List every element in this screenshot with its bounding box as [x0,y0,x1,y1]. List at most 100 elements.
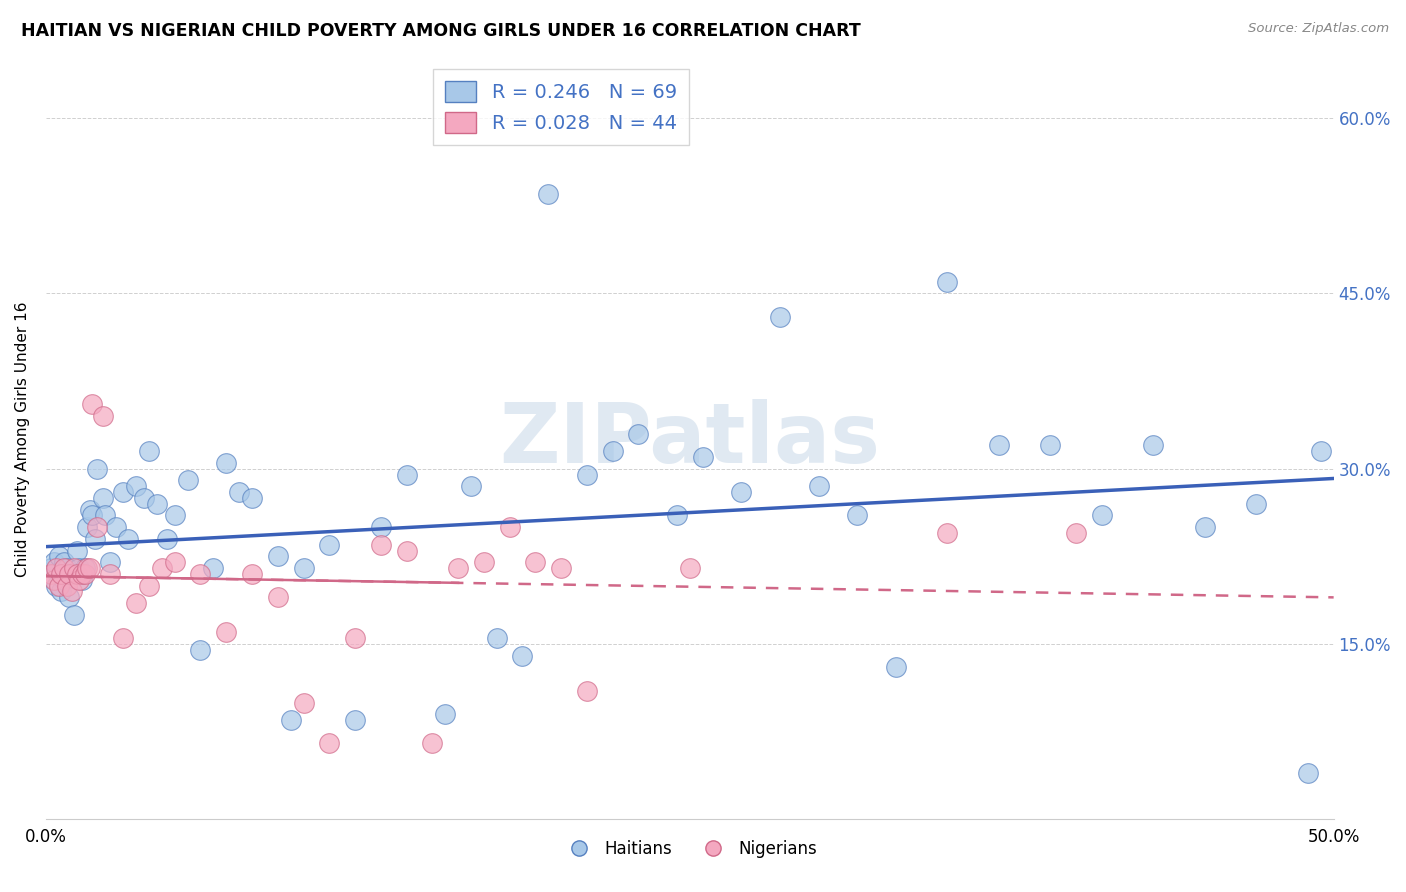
Point [472,555,495,569]
Point [267,591,290,605]
Point [460,479,482,493]
Point [53,555,76,569]
Point [240,566,263,581]
Point [73,561,96,575]
Point [70,566,93,581]
Point [485,632,508,646]
Point [936,275,959,289]
Point [73,566,96,581]
Point [45,579,67,593]
Point [138,579,160,593]
Point [91,491,114,505]
Point [512,648,534,663]
Point [395,467,418,482]
Point [48,549,70,564]
Point [1091,508,1114,523]
Point [42,555,65,569]
Point [665,508,688,523]
Point [730,485,752,500]
Point [82,397,104,411]
Text: ZIPatlas: ZIPatlas [499,399,880,480]
Point [76,561,98,575]
Point [104,520,127,534]
Point [79,502,101,516]
Point [60,566,83,581]
Point [190,566,212,581]
Point [1064,526,1087,541]
Point [91,409,114,424]
Point [1296,765,1319,780]
Point [1039,438,1062,452]
Text: HAITIAN VS NIGERIAN CHILD POVERTY AMONG GIRLS UNDER 16 CORRELATION CHART: HAITIAN VS NIGERIAN CHILD POVERTY AMONG … [21,22,860,40]
Point [60,584,83,599]
Point [163,555,186,569]
Point [498,520,520,534]
Point [537,187,560,202]
Point [343,632,366,646]
Point [228,485,250,500]
Point [112,485,135,500]
Point [39,561,62,575]
Point [846,508,869,523]
Point [936,526,959,541]
Point [145,497,167,511]
Point [76,520,98,534]
Point [125,596,148,610]
Point [112,632,135,646]
Point [55,579,77,593]
Point [447,561,470,575]
Point [98,555,121,569]
Point [807,479,830,493]
Point [575,467,598,482]
Point [434,707,457,722]
Point [150,561,173,575]
Point [39,566,62,581]
Point [42,573,65,587]
Point [94,508,117,523]
Point [45,561,67,575]
Point [55,561,77,575]
Point [280,713,302,727]
Point [53,561,76,575]
Point [1309,444,1331,458]
Point [769,310,792,324]
Point [117,532,139,546]
Point [51,566,73,581]
Point [370,538,392,552]
Point [156,532,179,546]
Point [318,538,340,552]
Point [66,543,89,558]
Point [202,561,225,575]
Point [240,491,263,505]
Point [48,579,70,593]
Y-axis label: Child Poverty Among Girls Under 16: Child Poverty Among Girls Under 16 [15,301,30,577]
Point [51,584,73,599]
Point [395,543,418,558]
Point [343,713,366,727]
Point [86,520,108,534]
Point [125,479,148,493]
Point [66,566,89,581]
Point [1142,438,1164,452]
Point [63,561,86,575]
Point [575,683,598,698]
Point [86,461,108,475]
Point [176,474,198,488]
Point [215,625,238,640]
Text: Source: ZipAtlas.com: Source: ZipAtlas.com [1249,22,1389,36]
Legend: Haitians, Nigerians: Haitians, Nigerians [555,833,824,864]
Point [163,508,186,523]
Point [987,438,1010,452]
Point [63,607,86,622]
Point [692,450,714,464]
Point [267,549,290,564]
Point [524,555,547,569]
Point [627,426,650,441]
Point [190,643,212,657]
Point [884,660,907,674]
Point [550,561,572,575]
Point [83,532,105,546]
Point [292,696,315,710]
Point [292,561,315,575]
Point [679,561,702,575]
